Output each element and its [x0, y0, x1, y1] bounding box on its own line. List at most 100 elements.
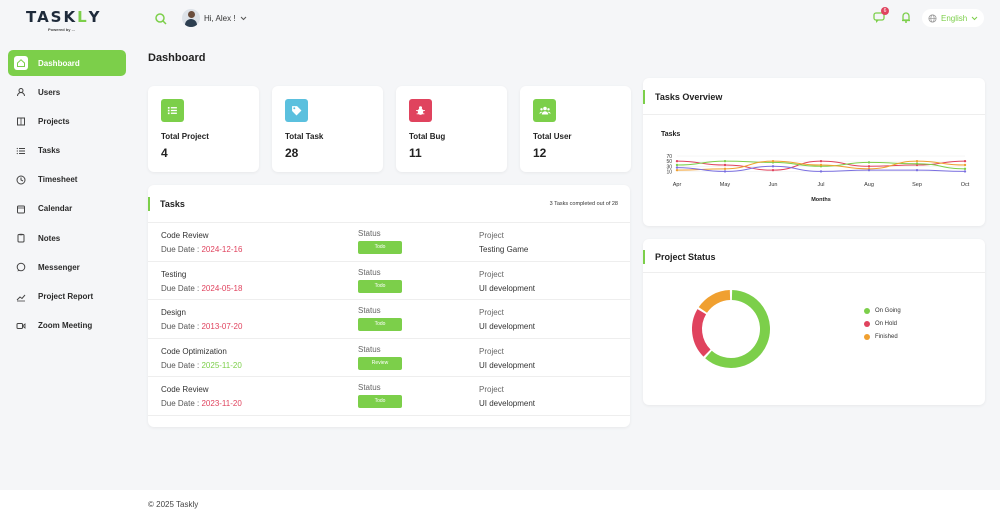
stat-label: Total Task: [285, 132, 324, 141]
sidebar-item-users[interactable]: Users: [8, 79, 126, 105]
table-row[interactable]: Code Optimization Due Date : 2025-11-20 …: [148, 339, 630, 377]
due-date: 2025-11-20: [201, 360, 242, 370]
project-name: UI development: [479, 322, 536, 331]
sidebar-item-zoom-meeting[interactable]: Zoom Meeting: [8, 313, 126, 339]
project-label: Project: [479, 231, 504, 240]
data-point: [675, 166, 679, 169]
y-tick-label: 30: [666, 164, 672, 170]
table-row[interactable]: Code Review Due Date : 2023-11-20 Status…: [148, 377, 630, 416]
stat-card-bugs[interactable]: Total Bug 11: [396, 86, 507, 172]
panel-title: Project Status: [643, 250, 716, 264]
language-label: English: [941, 13, 968, 23]
building-icon: [14, 114, 28, 128]
stat-card-projects[interactable]: Total Project 4: [148, 86, 259, 172]
data-point: [867, 165, 871, 168]
sidebar-item-label: Dashboard: [38, 58, 80, 68]
bell-button[interactable]: [899, 10, 915, 26]
status-label: Status: [358, 306, 381, 315]
logo-text-b: L: [77, 8, 89, 26]
sidebar-item-dashboard[interactable]: Dashboard: [8, 50, 126, 76]
data-point: [963, 170, 967, 173]
x-tick-label: Sep: [912, 182, 922, 188]
page-title: Dashboard: [148, 52, 206, 64]
stat-value: 12: [533, 146, 547, 160]
clock-icon: [14, 173, 28, 187]
x-tick-label: Aug: [864, 182, 874, 188]
tasks-overview-panel: Tasks Overview Tasks 10 30 50 70 Apr May Jun Jul…: [643, 78, 985, 226]
donut-slice: [705, 290, 770, 368]
message-notifications-button[interactable]: 6: [872, 7, 889, 26]
data-point: [963, 159, 967, 163]
language-selector[interactable]: English: [922, 9, 985, 27]
data-point: [915, 162, 919, 165]
search-icon[interactable]: [154, 12, 168, 26]
y-tick-label: 10: [666, 169, 672, 175]
data-point: [723, 167, 727, 171]
user-menu[interactable]: Hi, Alex !: [182, 9, 247, 27]
chevron-down-icon: [971, 16, 978, 21]
tasks-panel: Tasks 3 Tasks completed out of 28 Code R…: [148, 185, 630, 427]
task-due: Due Date : 2024-12-16: [161, 245, 243, 254]
data-point: [723, 159, 727, 163]
due-date: 2024-05-18: [201, 283, 243, 293]
task-name: Code Review: [161, 385, 209, 394]
top-header: TASK L Y Powered by ... Hi, Alex ! 6 Engli…: [0, 0, 1000, 38]
project-status-panel: Project Status On Going On Hold Finished: [643, 239, 985, 405]
task-name: Code Optimization: [161, 346, 227, 356]
sidebar: Dashboard Users Projects Tasks Timesheet…: [8, 50, 126, 342]
stat-label: Total Bug: [409, 132, 446, 141]
bell-icon: [902, 12, 910, 23]
legend-item: Finished: [864, 334, 901, 340]
data-point: [915, 159, 919, 163]
x-tick-label: Oct: [961, 182, 970, 188]
status-label: Status: [358, 267, 381, 277]
sidebar-item-calendar[interactable]: Calendar: [8, 196, 126, 222]
data-point: [867, 168, 871, 172]
data-point: [963, 167, 967, 171]
table-row[interactable]: Code Review Due Date : 2024-12-16 Status…: [148, 223, 630, 262]
sidebar-item-label: Projects: [38, 116, 70, 126]
stat-card-tasks[interactable]: Total Task 28: [272, 86, 383, 172]
footer: © 2025 Taskly: [0, 490, 1000, 518]
chevron-down-icon: [240, 16, 247, 21]
status-badge: Todo: [358, 279, 402, 293]
status-label: Status: [358, 383, 381, 392]
sidebar-item-project-report[interactable]: Project Report: [8, 284, 126, 310]
calendar-icon: [14, 202, 28, 216]
table-row[interactable]: Testing Due Date : 2024-05-18 Status Tod…: [148, 262, 630, 300]
chart-legend: On Going On Hold Finished: [864, 308, 901, 347]
stat-card-users[interactable]: Total User 12: [520, 86, 631, 172]
sidebar-item-timesheet[interactable]: Timesheet: [8, 167, 126, 193]
sidebar-item-projects[interactable]: Projects: [8, 108, 126, 134]
sidebar-item-tasks[interactable]: Tasks: [8, 138, 126, 164]
task-due: Due Date : 2013-07-20: [161, 322, 243, 331]
data-point: [963, 163, 967, 167]
sidebar-item-label: Tasks: [38, 146, 61, 156]
data-point: [819, 159, 823, 163]
due-date: 2023-11-20: [201, 399, 242, 408]
home-icon: [14, 56, 28, 70]
x-tick-label: Jul: [817, 182, 824, 188]
data-point: [675, 163, 679, 167]
stat-value: 11: [409, 146, 422, 160]
sidebar-item-messenger[interactable]: Messenger: [8, 254, 126, 280]
stat-label: Total User: [533, 132, 572, 141]
legend-item: On Going: [864, 308, 901, 314]
task-due: Due Date : 2023-11-20: [161, 399, 242, 408]
list-icon: [161, 99, 184, 122]
data-point: [723, 163, 727, 167]
project-label: Project: [479, 269, 504, 279]
status-badge: Todo: [358, 318, 402, 331]
chat-icon: [873, 12, 885, 23]
sidebar-item-notes[interactable]: Notes: [8, 225, 126, 251]
task-due: Due Date : 2024-05-18: [161, 283, 243, 293]
status-badge: Todo: [358, 395, 402, 408]
logo-subtitle: Powered by ...: [48, 27, 75, 32]
y-tick-label: 50: [666, 159, 672, 165]
list-icon: [14, 144, 28, 158]
sidebar-item-label: Project Report: [38, 292, 94, 301]
table-row[interactable]: Design Due Date : 2013-07-20 Status Todo…: [148, 300, 630, 339]
project-name: UI development: [479, 360, 536, 370]
logo[interactable]: TASK L Y Powered by ...: [26, 8, 110, 34]
